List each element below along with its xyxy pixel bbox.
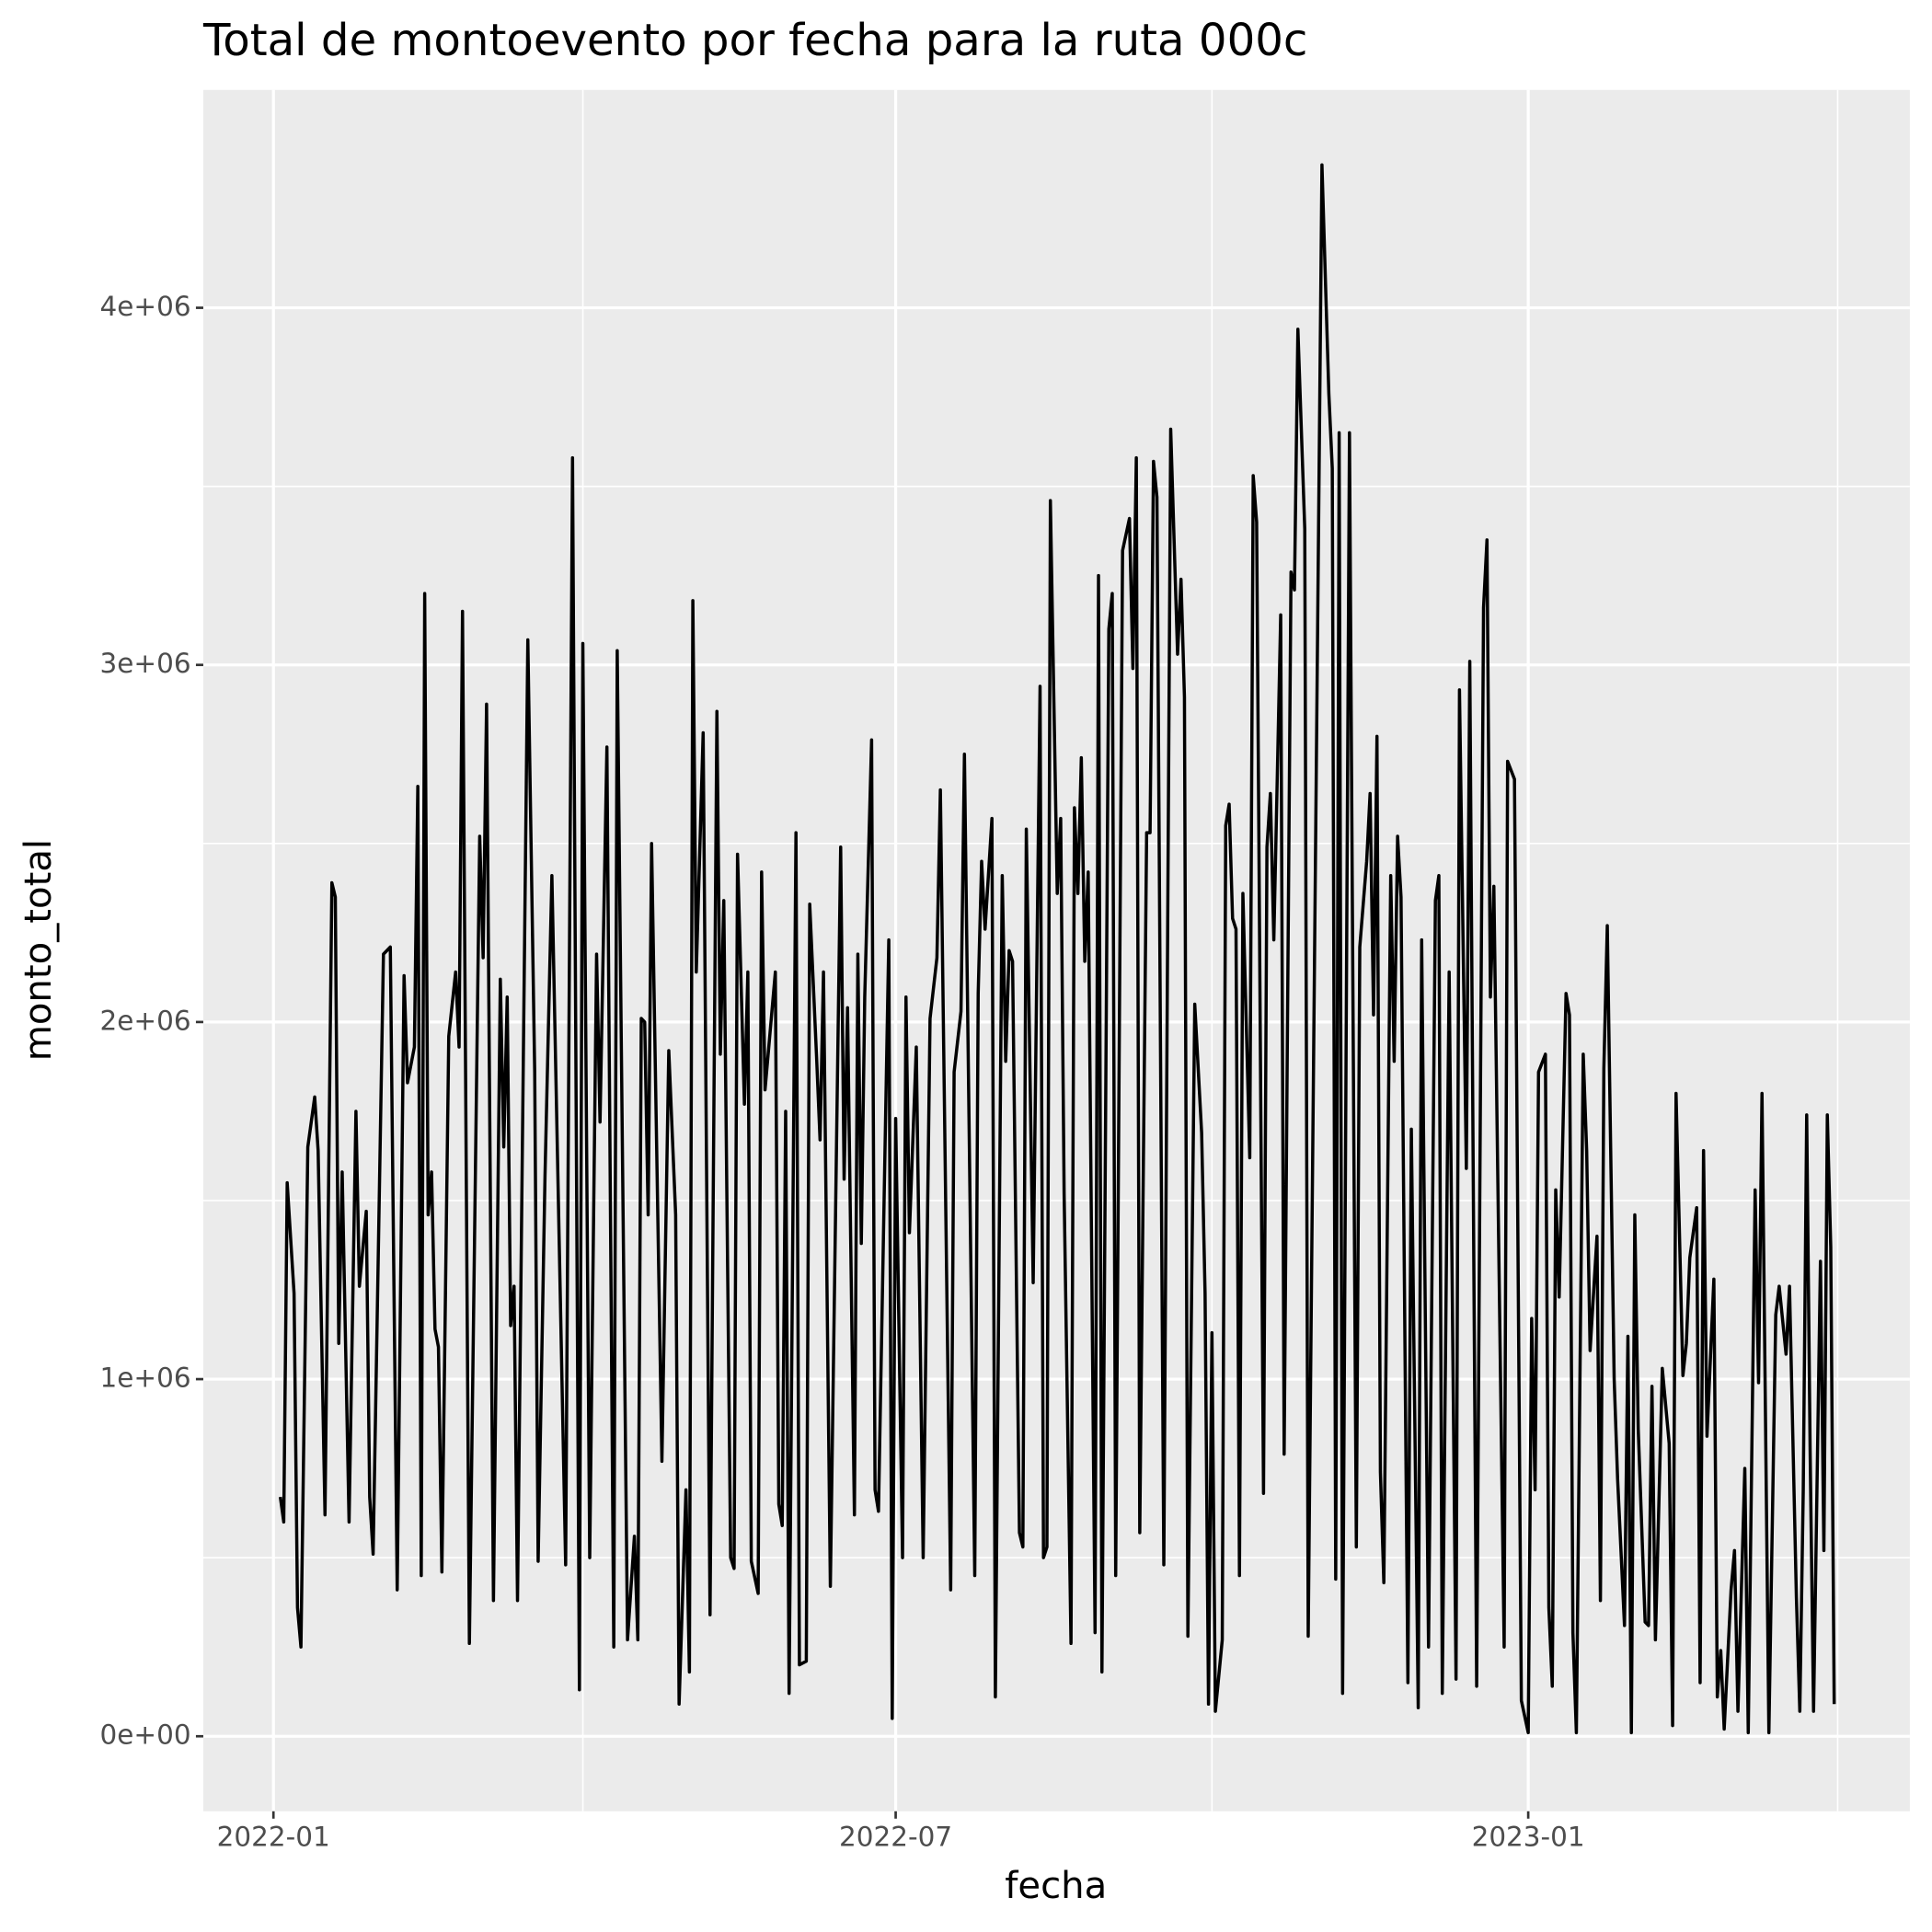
data-line [278,163,1836,1735]
x-axis-title: fecha [1005,1865,1107,1907]
x-tick-label: 2022-07 [839,1822,952,1853]
y-tick-label: 4e+06 [100,291,191,322]
chart-title: Total de montoevento por fecha para la r… [202,15,1307,66]
x-tick-label: 2022-01 [217,1822,330,1853]
y-tick-label: 3e+06 [100,648,191,679]
y-axis-title: monto_total [17,839,60,1061]
x-tick-label: 2023-01 [1472,1822,1585,1853]
y-tick-label: 1e+06 [100,1363,191,1394]
y-tick-label: 2e+06 [100,1005,191,1036]
y-tick-label: 0e+00 [100,1719,191,1751]
